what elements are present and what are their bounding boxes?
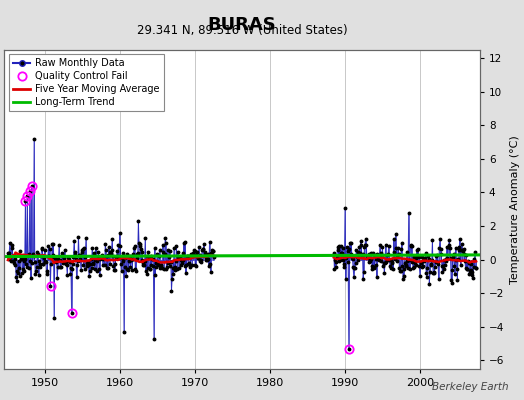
Y-axis label: Temperature Anomaly (°C): Temperature Anomaly (°C) [510,135,520,284]
Text: Berkeley Earth: Berkeley Earth [432,382,508,392]
Legend: Raw Monthly Data, Quality Control Fail, Five Year Moving Average, Long-Term Tren: Raw Monthly Data, Quality Control Fail, … [9,54,163,111]
Text: 29.341 N, 89.516 W (United States): 29.341 N, 89.516 W (United States) [137,24,347,37]
Title: BURAS: BURAS [208,16,276,34]
